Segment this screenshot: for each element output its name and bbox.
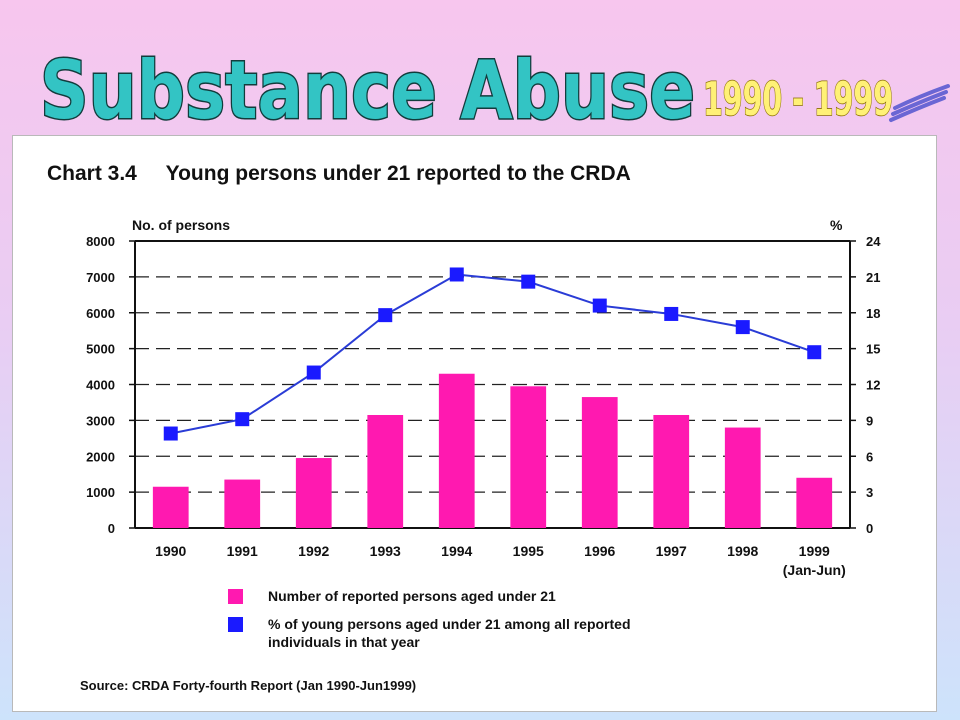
y-axis-left-label: No. of persons: [132, 217, 230, 233]
x-tick-label: 1999: [799, 543, 830, 559]
legend-swatch-bars: [228, 589, 243, 604]
point-1998: [735, 320, 750, 335]
y-right-tick-label: 3: [866, 485, 873, 500]
y-right-tick-label: 21: [866, 270, 880, 285]
legend-label-bars: Number of reported persons aged under 21: [268, 588, 556, 604]
bar-1994: [438, 373, 475, 528]
y-left-tick-label: 3000: [86, 413, 115, 428]
y-left-tick-label: 1000: [86, 485, 115, 500]
point-1997: [664, 306, 679, 321]
point-1992: [306, 365, 321, 380]
x-tick-sublabel: (Jan-Jun): [783, 562, 846, 578]
x-tick-label: 1991: [227, 543, 258, 559]
bar-1990: [152, 486, 189, 528]
point-1995: [521, 274, 536, 289]
percentage-line: [170, 273, 815, 435]
point-1991: [235, 412, 250, 427]
x-tick-label: 1997: [656, 543, 687, 559]
source-note: Source: CRDA Forty-fourth Report (Jan 19…: [80, 678, 416, 693]
x-tick-label: 1993: [370, 543, 401, 559]
bar-1996: [581, 397, 618, 528]
y-left-tick-label: 4000: [86, 378, 115, 393]
point-1993: [378, 308, 393, 323]
y-left-tick-label: 8000: [86, 234, 115, 249]
bar-1991: [224, 479, 261, 528]
y-axis-right-label: %: [830, 217, 843, 233]
y-right-tick-label: 24: [866, 234, 881, 249]
swoosh-icon: [889, 84, 950, 122]
x-tick-label: 1992: [298, 543, 329, 559]
chart-title: Chart 3.4 Young persons under 21 reporte…: [47, 162, 631, 185]
x-tick-label: 1994: [441, 543, 472, 559]
x-tick-label: 1990: [155, 543, 186, 559]
x-tick-label: 1998: [727, 543, 758, 559]
legend-label-line-2: individuals in that year: [268, 634, 420, 650]
y-right-tick-label: 18: [866, 306, 880, 321]
y-right-tick-label: 12: [866, 378, 880, 393]
y-left-tick-label: 2000: [86, 449, 115, 464]
legend-swatch-line: [228, 617, 243, 632]
y-left-tick-label: 7000: [86, 270, 115, 285]
bar-1999: [796, 477, 833, 528]
legend-label-line: % of young persons aged under 21 among a…: [268, 616, 631, 650]
x-tick-label: 1995: [513, 543, 544, 559]
y-right-tick-label: 0: [866, 521, 873, 536]
bar-1992: [295, 458, 332, 528]
bar-1993: [367, 414, 404, 528]
point-1996: [592, 298, 607, 313]
y-left-tick-label: 0: [108, 521, 115, 536]
period-label: 1990 - 1999: [703, 72, 893, 126]
point-1994: [449, 267, 464, 282]
y-left-tick-label: 5000: [86, 342, 115, 357]
title-banner: Substance Abuse 1990 - 1999: [39, 43, 950, 135]
bar-1995: [510, 386, 547, 528]
y-left-tick-label: 6000: [86, 306, 115, 321]
bar-1998: [724, 427, 761, 528]
page-title: Substance Abuse: [40, 44, 695, 135]
x-tick-label: 1996: [584, 543, 615, 559]
y-right-tick-label: 9: [866, 413, 873, 428]
y-right-tick-label: 15: [866, 342, 880, 357]
point-1999: [807, 345, 822, 360]
y-right-tick-label: 6: [866, 449, 873, 464]
bar-1997: [653, 414, 690, 528]
point-1990: [163, 426, 178, 441]
legend-label-line-1: % of young persons aged under 21 among a…: [268, 616, 631, 632]
